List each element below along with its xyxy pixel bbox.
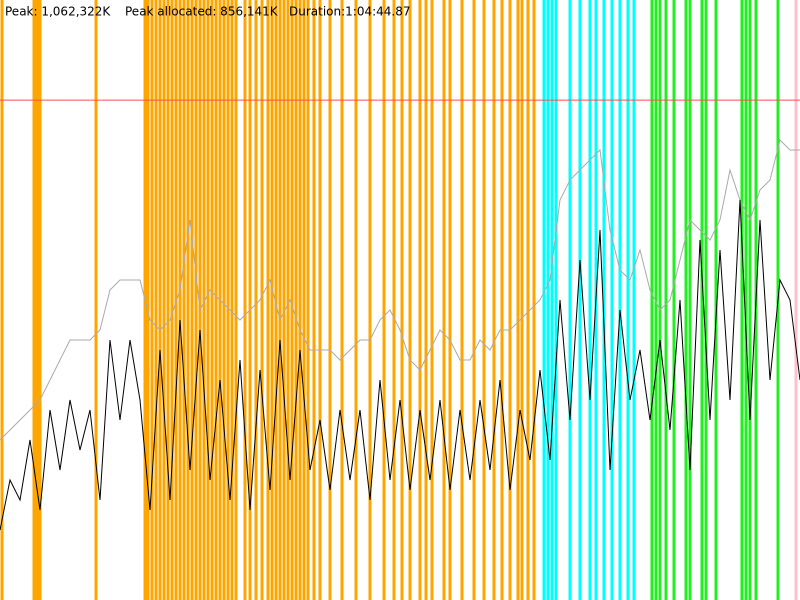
memory-line xyxy=(0,139,800,441)
duration-text: Duration:1:04:44.87 xyxy=(289,5,411,19)
memory-line xyxy=(0,199,800,531)
peak-text: Peak: 1,062,322K xyxy=(5,5,111,19)
peak-allocated-text: Peak allocated: 856,141K xyxy=(125,5,279,19)
